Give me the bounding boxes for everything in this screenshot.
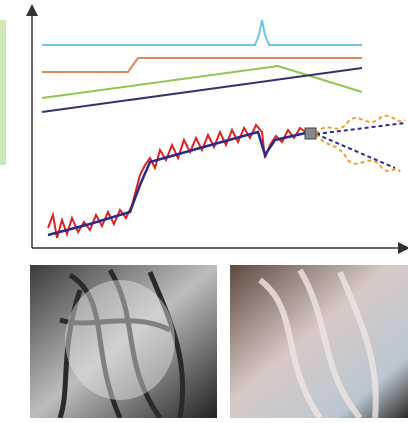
marker-box [304,127,317,140]
side-bar [0,20,6,165]
signal [47,123,309,239]
axes [26,4,408,254]
forecast [315,114,406,173]
photo-left [30,265,217,420]
trend [47,130,311,237]
trend-lines [41,19,363,113]
photo-right [230,265,408,420]
